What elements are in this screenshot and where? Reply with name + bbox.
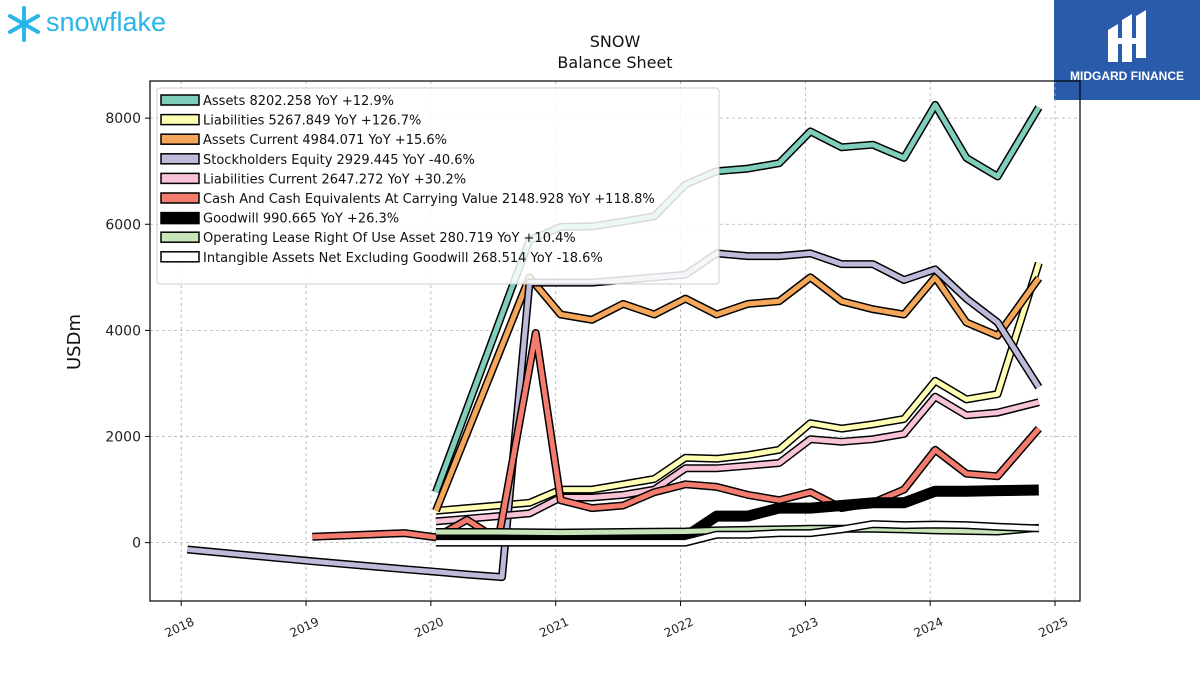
- midgard-logo-text: MIDGARD FINANCE: [1070, 69, 1184, 83]
- series-line: [435, 262, 1042, 514]
- series-line: [433, 274, 1041, 512]
- legend-label: Assets Current 4984.071 YoY +15.6%: [203, 133, 447, 148]
- series-1: [435, 261, 1043, 515]
- legend-label: Assets 8202.258 YoY +12.9%: [203, 94, 394, 109]
- legend-label: Liabilities Current 2647.272 YoY +30.2%: [203, 172, 466, 187]
- snowflake-logo: snowflake: [4, 4, 174, 44]
- x-tick-label: 2022: [662, 615, 696, 641]
- y-tick-label: 2000: [105, 430, 141, 446]
- legend-swatch: [160, 113, 200, 126]
- legend-item: Intangible Assets Net Excluding Goodwill…: [160, 251, 603, 266]
- legend-swatch: [160, 192, 200, 204]
- legend-item: Assets Current 4984.071 YoY +15.6%: [160, 133, 447, 148]
- legend-swatch: [160, 133, 200, 145]
- chart-subtitle: Balance Sheet: [557, 53, 672, 72]
- legend-item: Liabilities 5267.849 YoY +126.7%: [160, 113, 421, 129]
- legend-label: Liabilities 5267.849 YoY +126.7%: [203, 114, 421, 129]
- series-8: [435, 520, 1039, 547]
- series-lines: [187, 100, 1043, 582]
- series-4: [435, 392, 1040, 526]
- legend-swatch: [160, 172, 200, 185]
- y-tick-label: 4000: [105, 323, 141, 339]
- series-line: [435, 521, 1039, 546]
- snowflake-icon: [8, 6, 40, 42]
- x-tick-label: 2020: [412, 615, 446, 641]
- y-tick-label: 0: [132, 536, 141, 552]
- plot-frame: [149, 80, 1081, 602]
- midgard-finance-logo: MIDGARD FINANCE: [1054, 0, 1200, 100]
- legend-label: Goodwill 990.665 YoY +26.3%: [203, 212, 399, 227]
- legend-swatch: [160, 231, 200, 243]
- legend-swatch: [160, 94, 200, 106]
- legend-label: Operating Lease Right Of Use Asset 280.7…: [203, 231, 576, 246]
- x-tick-label: 2021: [537, 615, 571, 641]
- legend-swatch: [160, 153, 200, 165]
- legend-swatch: [160, 211, 200, 225]
- legend-item: Assets 8202.258 YoY +12.9%: [160, 94, 394, 109]
- midgard-m-icon: [1108, 10, 1146, 62]
- legend-item: Cash And Cash Equivalents At Carrying Va…: [160, 192, 655, 207]
- y-tick-label: 6000: [105, 217, 141, 233]
- x-tick-label: 2019: [288, 615, 322, 641]
- legend-swatch: [160, 251, 200, 263]
- series-line: [435, 394, 1040, 524]
- legend-item: Stockholders Equity 2929.445 YoY -40.6%: [160, 153, 475, 168]
- legend-item: Liabilities Current 2647.272 YoY +30.2%: [160, 172, 466, 187]
- x-tick-label: 2023: [787, 615, 821, 641]
- x-tick-label: 2018: [163, 615, 197, 641]
- legend-item: Operating Lease Right Of Use Asset 280.7…: [160, 231, 576, 246]
- series-2: [432, 273, 1043, 513]
- legend-item: Goodwill 990.665 YoY +26.3%: [160, 211, 399, 227]
- legend-label: Intangible Assets Net Excluding Goodwill…: [203, 251, 603, 266]
- snowflake-logo-text: snowflake: [46, 7, 166, 37]
- legend-box: [156, 87, 720, 285]
- legend-label: Stockholders Equity 2929.445 YoY -40.6%: [203, 153, 475, 168]
- legend: Assets 8202.258 YoY +12.9% Liabilities 52…: [156, 87, 720, 285]
- chart-title: SNOW: [590, 32, 641, 51]
- y-axis-label: USDm: [64, 314, 85, 370]
- y-tick-label: 8000: [105, 111, 141, 127]
- legend-label: Cash And Cash Equivalents At Carrying Va…: [203, 192, 655, 207]
- x-tick-label: 2024: [912, 615, 946, 641]
- x-tick-label: 2025: [1037, 615, 1071, 641]
